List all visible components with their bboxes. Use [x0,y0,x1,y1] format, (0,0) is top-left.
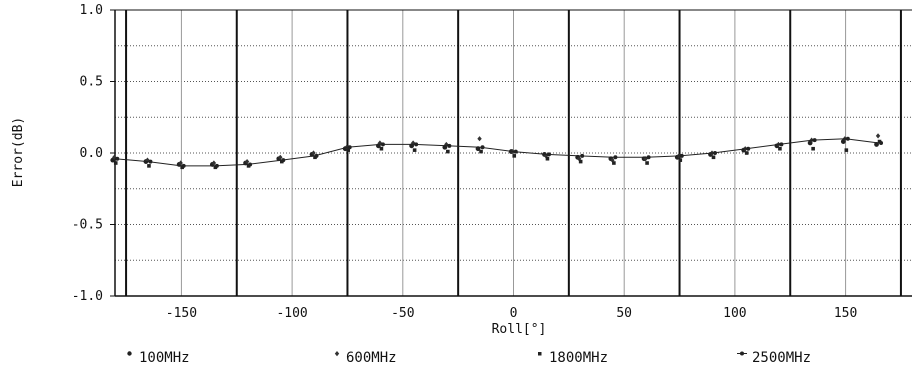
data-point [180,165,184,170]
x-tick-label: -150 [166,306,197,321]
legend-marker [740,351,744,356]
data-point [678,158,683,162]
series-1800MHz [113,139,882,170]
data-point [211,160,217,166]
data-point [879,140,884,145]
x-tick-labels: -150 -100 -50 0 50 100 150 [166,306,858,321]
y-tick-label: -0.5 [72,218,103,233]
series-line [114,138,879,167]
data-point [414,142,419,147]
data-point [812,138,817,143]
data-series [110,133,884,170]
data-point [613,155,618,160]
x-tick-label: 50 [616,306,632,321]
data-point [380,142,385,147]
data-point [779,142,784,147]
data-point [446,149,450,154]
data-point [580,153,585,158]
y-tick-labels: 1.0 0.5 0.0 -0.5 -1.0 [72,3,115,304]
data-point [115,156,120,161]
data-point [578,159,583,164]
data-point [778,146,782,151]
data-point [379,146,384,151]
data-point [477,136,482,142]
data-point [546,152,551,157]
data-point [612,161,616,165]
data-point [279,159,284,164]
data-point [278,154,283,160]
data-point [314,153,319,158]
x-tick-label: -50 [391,306,414,321]
data-point [214,163,219,168]
data-point [711,155,716,160]
legend-label: 1800MHz [549,350,608,366]
data-point [311,150,316,156]
data-point [246,164,251,168]
data-point [679,153,684,158]
y-tick-label: 1.0 [80,3,103,18]
y-tick-label: 0.5 [80,75,103,90]
data-point [347,145,352,150]
data-point [346,148,351,152]
legend-label: 600MHz [346,350,397,366]
data-point [875,133,881,139]
data-point [447,143,452,148]
y-tick-label: 0.0 [80,146,103,161]
data-point [181,163,186,168]
data-point [248,162,253,167]
y-axis-title: Error(dB) [11,117,26,187]
data-point [877,139,882,144]
legend-marker [334,351,340,357]
data-point [480,145,485,150]
data-point [412,148,417,152]
data-point [512,154,517,158]
x-axis-title: Roll[°] [492,322,547,337]
data-point [244,158,250,165]
y-tick-label: -1.0 [72,289,103,304]
legend-marker [538,352,542,356]
data-point [147,164,151,168]
legend-label: 100MHz [139,350,190,366]
data-point [313,155,317,160]
data-point [844,148,849,152]
x-tick-label: -100 [276,306,307,321]
data-point [213,165,218,170]
data-point [479,149,483,154]
data-point [645,161,649,165]
x-tick-label: 0 [510,306,518,321]
data-point [744,151,749,155]
data-point [746,146,751,151]
data-point [113,161,118,165]
data-point [811,146,815,151]
grid [115,10,912,296]
legend-label: 2500MHz [752,350,811,366]
data-point [646,155,651,160]
series-2500MHz [114,136,884,168]
data-point [281,158,286,163]
data-point [148,159,153,164]
data-point [713,151,717,155]
data-point [845,136,850,141]
x-tick-label: 150 [834,306,857,321]
data-point [513,149,518,154]
legend-marker [127,351,132,356]
data-point [178,160,183,166]
x-tick-label: 100 [723,306,746,321]
legend: 100MHz 600MHz 1800MHz 2500MHz [127,350,811,366]
data-point [545,156,550,161]
